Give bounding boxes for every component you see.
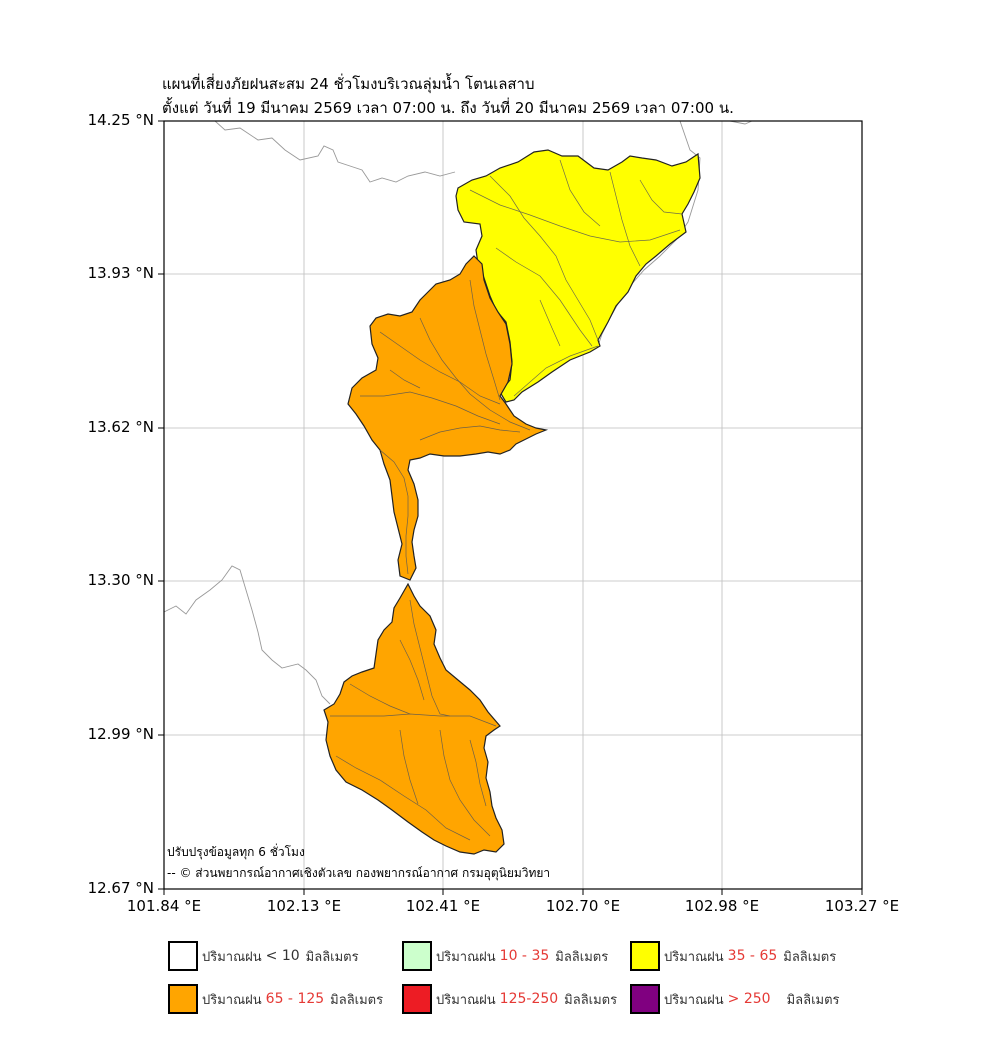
- legend-swatch: [630, 984, 660, 1014]
- legend-item-10-35: ปริมาณฝน 10 - 35 มิลลิเมตร: [402, 939, 608, 973]
- stream: [419, 425, 521, 441]
- legend-suffix: มิลลิเมตร: [783, 949, 837, 965]
- stream: [559, 159, 601, 227]
- xtick-label: 103.27 °E: [824, 897, 900, 915]
- ytick-label: 14.25 °N: [87, 111, 154, 129]
- stream: [609, 171, 641, 267]
- xtick-label: 101.84 °E: [126, 897, 202, 915]
- stream: [489, 175, 599, 341]
- ytick-label: 13.62 °N: [87, 418, 154, 436]
- legend-suffix: มิลลิเมตร: [786, 992, 840, 1008]
- xtick-label: 102.41 °E: [405, 897, 481, 915]
- legend-prefix: ปริมาณฝน: [664, 949, 724, 965]
- stream: [335, 755, 471, 841]
- legend-prefix: ปริมาณฝน: [202, 949, 262, 965]
- legend-item-65-125: ปริมาณฝน 65 - 125 มิลลิเมตร: [168, 982, 383, 1016]
- xtick-label: 102.13 °E: [266, 897, 342, 915]
- legend-prefix: ปริมาณฝน: [436, 949, 496, 965]
- stream: [399, 729, 419, 805]
- legend-swatch: [168, 984, 198, 1014]
- legend-suffix: มิลลิเมตร: [330, 992, 384, 1008]
- ytick-label: 12.67 °N: [87, 879, 154, 897]
- map-title: แผนที่เสี่ยงภัยฝนสะสม 24 ชั่วโมงบริเวณลุ…: [162, 75, 535, 93]
- stream: [379, 331, 501, 405]
- stream: [399, 639, 425, 701]
- streams: [330, 159, 683, 841]
- stream: [513, 345, 599, 397]
- xtick-label: 102.98 °E: [684, 897, 760, 915]
- xtick-label: 102.70 °E: [545, 897, 621, 915]
- stream: [379, 449, 409, 575]
- stream: [495, 247, 593, 347]
- legend-range: 65 - 125: [265, 991, 325, 1007]
- ytick-label: 13.93 °N: [87, 264, 154, 282]
- legend-prefix: ปริมาณฝน: [202, 992, 262, 1008]
- map-subtitle-period: ตั้งแต่ วันที่ 19 มีนาคม 2569 เวลา 07:00…: [162, 99, 734, 117]
- legend-suffix: มิลลิเมตร: [564, 992, 618, 1008]
- map-frame: [163, 120, 863, 890]
- stream: [469, 279, 501, 401]
- tick-marks: [158, 120, 863, 895]
- legend-item-lt10: ปริมาณฝน < 10 มิลลิเมตร: [168, 939, 359, 973]
- boundary-west: [163, 565, 331, 705]
- legend-range: 125-250: [499, 991, 559, 1007]
- legend-prefix: ปริมาณฝน: [664, 992, 724, 1008]
- stream: [639, 179, 683, 215]
- stream: [349, 683, 411, 715]
- legend-range: 10 - 35: [499, 948, 550, 964]
- stream: [409, 599, 451, 717]
- region-central-basin: [347, 255, 549, 581]
- legend-suffix: มิลลิเมตร: [305, 949, 359, 965]
- stream: [539, 299, 561, 347]
- legend-range: < 10: [265, 948, 300, 964]
- region-north-basin: [455, 149, 701, 403]
- legend-item-35-65: ปริมาณฝน 35 - 65 มิลลิเมตร: [630, 939, 836, 973]
- legend-suffix: มิลลิเมตร: [555, 949, 609, 965]
- legend-swatch: [402, 984, 432, 1014]
- stream: [469, 739, 487, 807]
- stream: [439, 729, 491, 837]
- legend-swatch: [402, 941, 432, 971]
- legend-prefix: ปริมาณฝน: [436, 992, 496, 1008]
- legend-item-gt250: ปริมาณฝน > 250 มิลลิเมตร: [630, 982, 840, 1016]
- legend-range: 35 - 65: [727, 948, 778, 964]
- legend-item-125-250: ปริมาณฝน 125-250 มิลลิเมตร: [402, 982, 617, 1016]
- stream: [360, 391, 501, 425]
- stream: [389, 369, 421, 389]
- legend-range: > 250: [727, 991, 771, 1007]
- credit-note: -- © ส่วนพยากรณ์อากาศเชิงตัวเลข กองพยากร…: [167, 866, 551, 880]
- ytick-label: 13.30 °N: [87, 571, 154, 589]
- region-south-basin: [323, 582, 505, 855]
- stream: [419, 317, 531, 431]
- boundary-north: [214, 120, 456, 183]
- stream: [469, 189, 681, 243]
- legend-swatch: [630, 941, 660, 971]
- legend-swatch: [168, 941, 198, 971]
- ytick-label: 12.99 °N: [87, 725, 154, 743]
- boundary-ne-top: [729, 120, 753, 125]
- update-note: ปรับปรุงข้อมูลทุก 6 ชั่วโมง: [167, 845, 305, 859]
